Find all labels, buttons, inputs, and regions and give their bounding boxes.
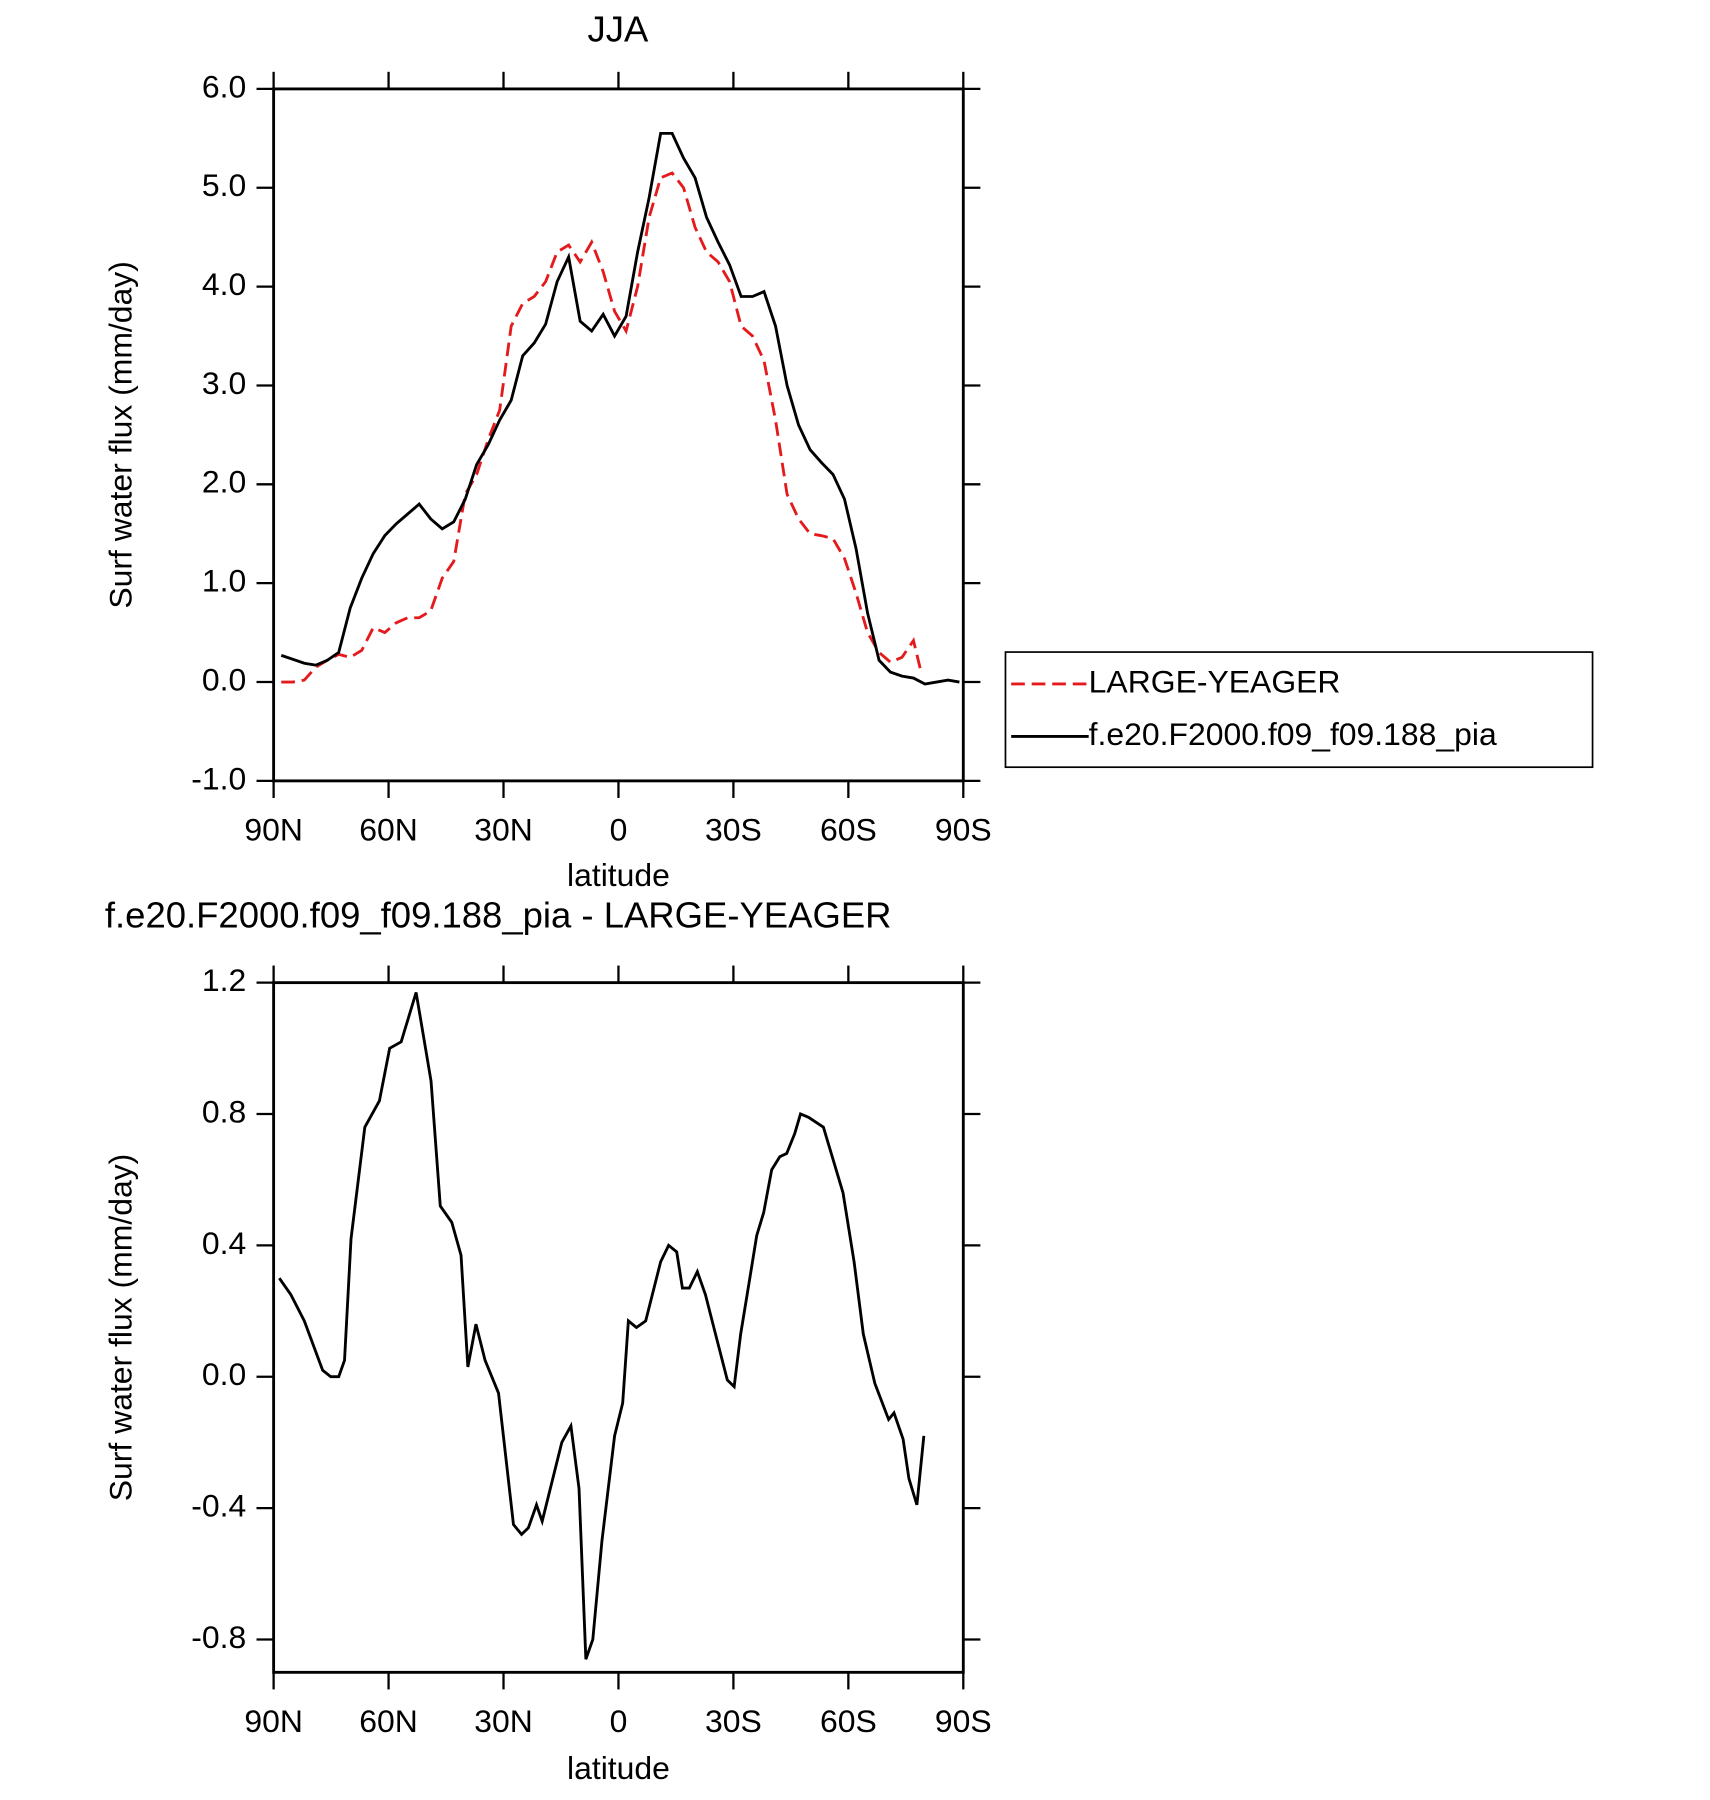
x-tick-label: 30N: [474, 1703, 533, 1739]
x-tick-label: 30N: [474, 812, 533, 848]
x-tick-label: 90S: [935, 812, 992, 848]
data-line: [281, 171, 923, 684]
legend-label: f.e20.F2000.f09_f09.188_pia: [1089, 716, 1497, 752]
x-tick-label: 0: [610, 812, 628, 848]
y-tick-label: 0.4: [202, 1225, 246, 1261]
x-tick-label: 60S: [820, 1703, 877, 1739]
y-tick-label: -0.8: [191, 1619, 246, 1655]
x-tick-label: 60S: [820, 812, 877, 848]
y-tick-label: 0.0: [202, 661, 246, 697]
y-tick-label: 1.2: [202, 962, 246, 998]
x-tick-label: 90N: [244, 812, 303, 848]
x-tick-label: 30S: [705, 1703, 762, 1739]
y-tick-label: 2.0: [202, 464, 246, 500]
chart-title: f.e20.F2000.f09_f09.188_pia - LARGE-YEAG…: [105, 894, 892, 935]
legend-box: [1004, 651, 1594, 769]
x-tick-label: 30S: [705, 812, 762, 848]
y-tick-label: 4.0: [202, 266, 246, 302]
plot-frame: [272, 87, 965, 783]
y-tick-label: 3.0: [202, 365, 246, 401]
y-axis-label: Surf water flux (mm/day): [103, 1154, 139, 1502]
x-tick-label: 0: [610, 1703, 628, 1739]
data-line: [280, 131, 960, 686]
y-tick-label: 1.0: [202, 563, 246, 599]
x-tick-label: 90N: [244, 1703, 303, 1739]
x-axis-label: latitude: [567, 1750, 670, 1786]
y-tick-label: 0.0: [202, 1356, 246, 1392]
y-tick-label: 5.0: [202, 167, 246, 203]
chart-title: JJA: [587, 9, 648, 50]
plot-frame: [272, 981, 965, 1674]
x-tick-label: 90S: [935, 1703, 992, 1739]
x-axis-label: latitude: [567, 857, 670, 893]
y-tick-label: -1.0: [191, 760, 246, 796]
y-tick-label: 6.0: [202, 68, 246, 104]
legend-label: LARGE-YEAGER: [1089, 663, 1341, 699]
x-tick-label: 60N: [359, 1703, 418, 1739]
y-tick-label: 0.8: [202, 1093, 246, 1129]
y-tick-label: -0.4: [191, 1488, 246, 1524]
data-line: [278, 992, 926, 1660]
y-axis-label: Surf water flux (mm/day): [103, 261, 139, 608]
x-tick-label: 60N: [359, 812, 418, 848]
